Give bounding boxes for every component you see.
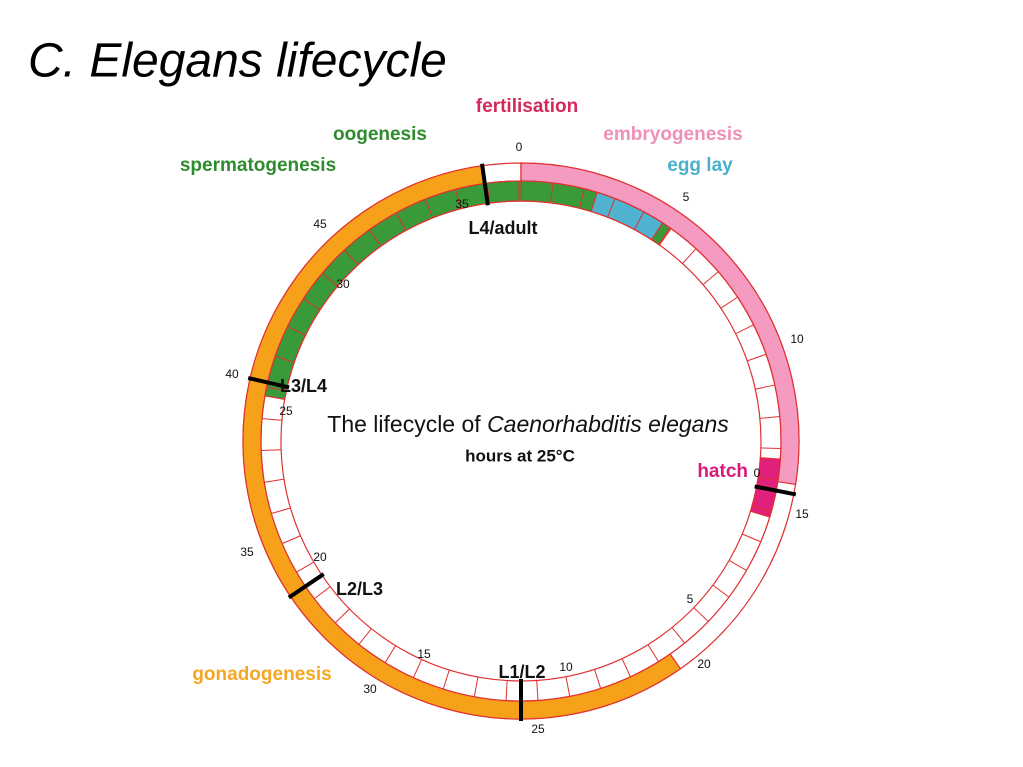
hour-divider [659,228,672,246]
stage-label: L1/L2 [498,662,545,682]
center-subtitle: hours at 25°C [465,446,575,465]
hour-divider [621,658,631,678]
stage-boundary [247,376,290,390]
hour-divider [578,188,585,209]
hour-divider [565,676,571,697]
ring-segment [590,191,664,241]
ring-segment [264,180,671,401]
scale-number: 15 [795,507,809,521]
hour-divider [384,645,397,663]
hour-divider [296,561,315,573]
hour-divider [755,384,775,390]
stage-label: L4/adult [468,218,537,238]
hour-divider [647,644,660,662]
scale-number: 0 [754,466,761,480]
hour-divider [720,296,738,309]
hour-divider [287,326,306,336]
hour-divider [442,669,450,690]
stage-label: L2/L3 [336,579,383,599]
hour-divider [261,449,282,452]
hour-divider [702,271,719,286]
hour-divider [486,183,491,204]
hour-divider [633,211,645,230]
hour-divider [455,189,462,209]
scale-number: 40 [225,367,239,381]
hour-divider [368,229,382,247]
scale-number: 10 [790,332,804,346]
scale-number: 20 [313,550,327,564]
stage-boundary [754,484,797,497]
label: gonadogenesis [192,664,331,685]
scale-number: 35 [455,197,469,211]
hour-divider [261,418,282,421]
hour-divider [728,560,747,571]
hour-divider [747,353,767,362]
hour-divider [594,669,602,689]
hour-divider [693,607,709,622]
hour-divider [505,680,508,701]
hour-divider [358,628,372,645]
hour-divider [322,272,339,287]
center-title-prefix: The lifecycle of [327,411,487,437]
hour-divider [671,627,686,644]
label: oogenesis [333,124,427,145]
label: hatch [697,461,748,482]
hour-divider [266,386,287,392]
hour-divider [760,447,781,449]
hour-divider [473,677,479,697]
label: embryogenesis [603,124,742,145]
hour-divider [264,478,285,483]
label: spermatogenesis [180,155,336,176]
hour-divider [735,324,754,335]
hour-divider [536,680,539,701]
scale-number: 35 [240,545,254,559]
label: egg lay [667,155,733,176]
hour-divider [712,584,730,598]
hour-divider [344,249,359,266]
center-title: The lifecycle of Caenorhabditis elegans [327,411,729,437]
hour-divider [742,533,761,543]
hour-divider [271,507,291,515]
hour-divider [758,476,779,481]
hour-divider [682,248,697,264]
hour-divider [549,182,554,203]
hour-divider [314,586,331,600]
scale-number: 5 [683,190,690,204]
stage-boundary [480,163,490,206]
stage-boundary [287,572,325,600]
hour-divider [751,505,772,513]
lifecycle-ring [242,162,800,721]
hour-divider [281,535,301,545]
stage-label: L3/L4 [280,376,327,396]
hour-divider [759,416,780,419]
scale-number: 25 [279,404,293,418]
scale-number: 10 [559,660,573,674]
hour-divider [395,212,407,231]
page-title: C. Elegans lifecycle [28,35,447,88]
hour-divider [275,355,295,364]
hour-divider [607,198,616,218]
hour-divider [424,199,434,219]
scale-number: 15 [417,647,431,661]
label: fertilisation [476,96,578,117]
hour-divider [334,608,350,624]
center-title-species: Caenorhabditis elegans [487,411,729,437]
scale-number: 30 [336,277,350,291]
scale-number: 20 [697,657,711,671]
ring-segment [242,165,682,720]
hour-divider [303,298,321,311]
scale-number: 45 [313,217,327,231]
scale-number: 5 [687,592,694,606]
scale-number: 30 [363,682,377,696]
scale-number: 25 [531,722,545,736]
scale-number: 0 [516,140,523,154]
hour-divider [412,659,423,678]
